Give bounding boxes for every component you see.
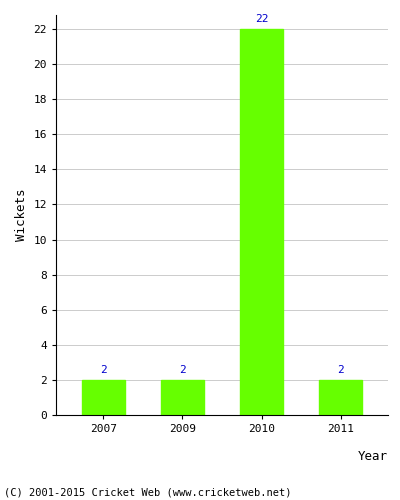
Y-axis label: Wickets: Wickets	[15, 188, 28, 242]
Bar	[240, 29, 283, 415]
Text: 2: 2	[179, 364, 186, 374]
Bar	[161, 380, 204, 415]
Text: Year: Year	[358, 450, 388, 463]
Text: (C) 2001-2015 Cricket Web (www.cricketweb.net): (C) 2001-2015 Cricket Web (www.cricketwe…	[4, 488, 292, 498]
Text: 22: 22	[255, 14, 268, 24]
Bar	[82, 380, 125, 415]
Text: 2: 2	[100, 364, 107, 374]
Text: 2: 2	[337, 364, 344, 374]
Bar	[319, 380, 362, 415]
